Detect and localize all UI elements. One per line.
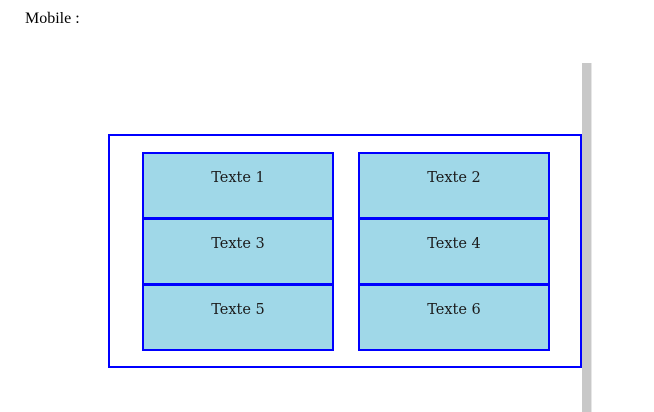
- grid-item-1: Texte 1: [142, 152, 334, 219]
- grid-item-5-text: Texte 5: [211, 302, 265, 318]
- grid-item-3: Texte 3: [142, 218, 334, 285]
- vertical-scrollbar[interactable]: [582, 63, 592, 412]
- grid-item-2-text: Texte 2: [427, 170, 481, 186]
- grid-item-4-text: Texte 4: [427, 236, 481, 252]
- grid-container: Texte 1 Texte 2 Texte 3 Texte 4 Texte 5 …: [108, 134, 582, 368]
- grid-item-3-text: Texte 3: [211, 236, 265, 252]
- grid-item-6: Texte 6: [358, 284, 550, 351]
- grid-item-5: Texte 5: [142, 284, 334, 351]
- grid-item-2: Texte 2: [358, 152, 550, 219]
- mobile-label: Mobile :: [25, 10, 80, 27]
- grid-item-1-text: Texte 1: [211, 170, 265, 186]
- grid-item-4: Texte 4: [358, 218, 550, 285]
- grid-item-6-text: Texte 6: [427, 302, 481, 318]
